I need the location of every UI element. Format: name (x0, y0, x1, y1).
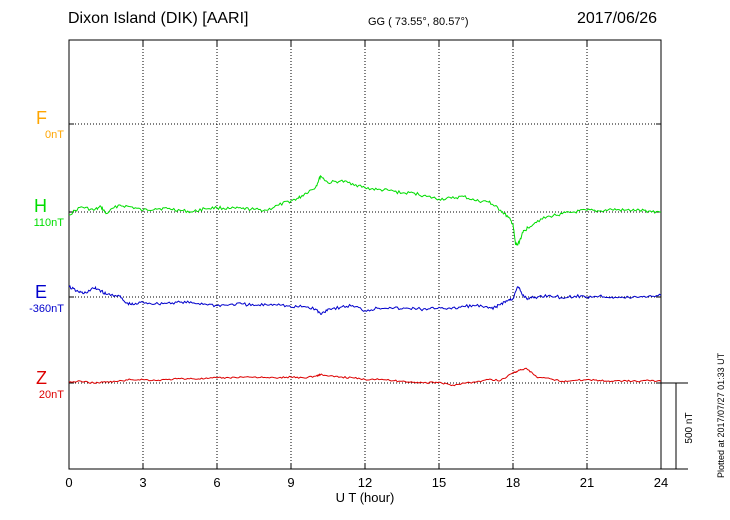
plot-frame (68, 39, 662, 470)
chart-grid (69, 40, 661, 469)
channel-label-e: E -360nT (0, 282, 64, 316)
channel-z-baseline: 20nT (38, 389, 64, 401)
series-line-h (68, 174, 662, 246)
channel-z-name: Z (36, 368, 47, 388)
channel-label-z: Z 20nT (0, 368, 64, 402)
channel-h-baseline: 110nT (33, 217, 64, 229)
scale-bar: 500 nT (661, 382, 695, 470)
x-tick-label: 9 (287, 475, 294, 490)
channel-f-baseline: 0nT (45, 129, 64, 141)
channel-label-h: H 110nT (0, 196, 64, 230)
x-axis-label: U T (hour) (336, 490, 395, 505)
channel-e-baseline: -360nT (29, 303, 64, 315)
geographic-coordinates: GG ( 73.55°, 80.57°) (368, 16, 469, 28)
station-title: Dixon Island (DIK) [AARI] (68, 10, 249, 27)
scale-bar-label: 500 nT (684, 412, 695, 443)
series-line-z (68, 367, 662, 387)
x-tick-label: 6 (213, 475, 220, 490)
x-axis-ticks: 0 3 6 9 12 15 18 21 24 (65, 40, 668, 490)
x-tick-label: 3 (139, 475, 146, 490)
channel-f-name: F (36, 108, 47, 128)
x-tick-label: 24 (654, 475, 668, 490)
series-line-e (68, 285, 662, 315)
x-tick-label: 12 (358, 475, 372, 490)
x-tick-label: 21 (580, 475, 594, 490)
x-tick-label: 15 (432, 475, 446, 490)
channel-h-name: H (34, 196, 47, 216)
x-tick-label: 0 (65, 475, 72, 490)
data-series (68, 174, 662, 387)
observation-date: 2017/06/26 (577, 10, 658, 27)
channel-label-f: F 0nT (0, 108, 64, 142)
x-tick-label: 18 (506, 475, 520, 490)
channel-e-name: E (34, 282, 47, 302)
